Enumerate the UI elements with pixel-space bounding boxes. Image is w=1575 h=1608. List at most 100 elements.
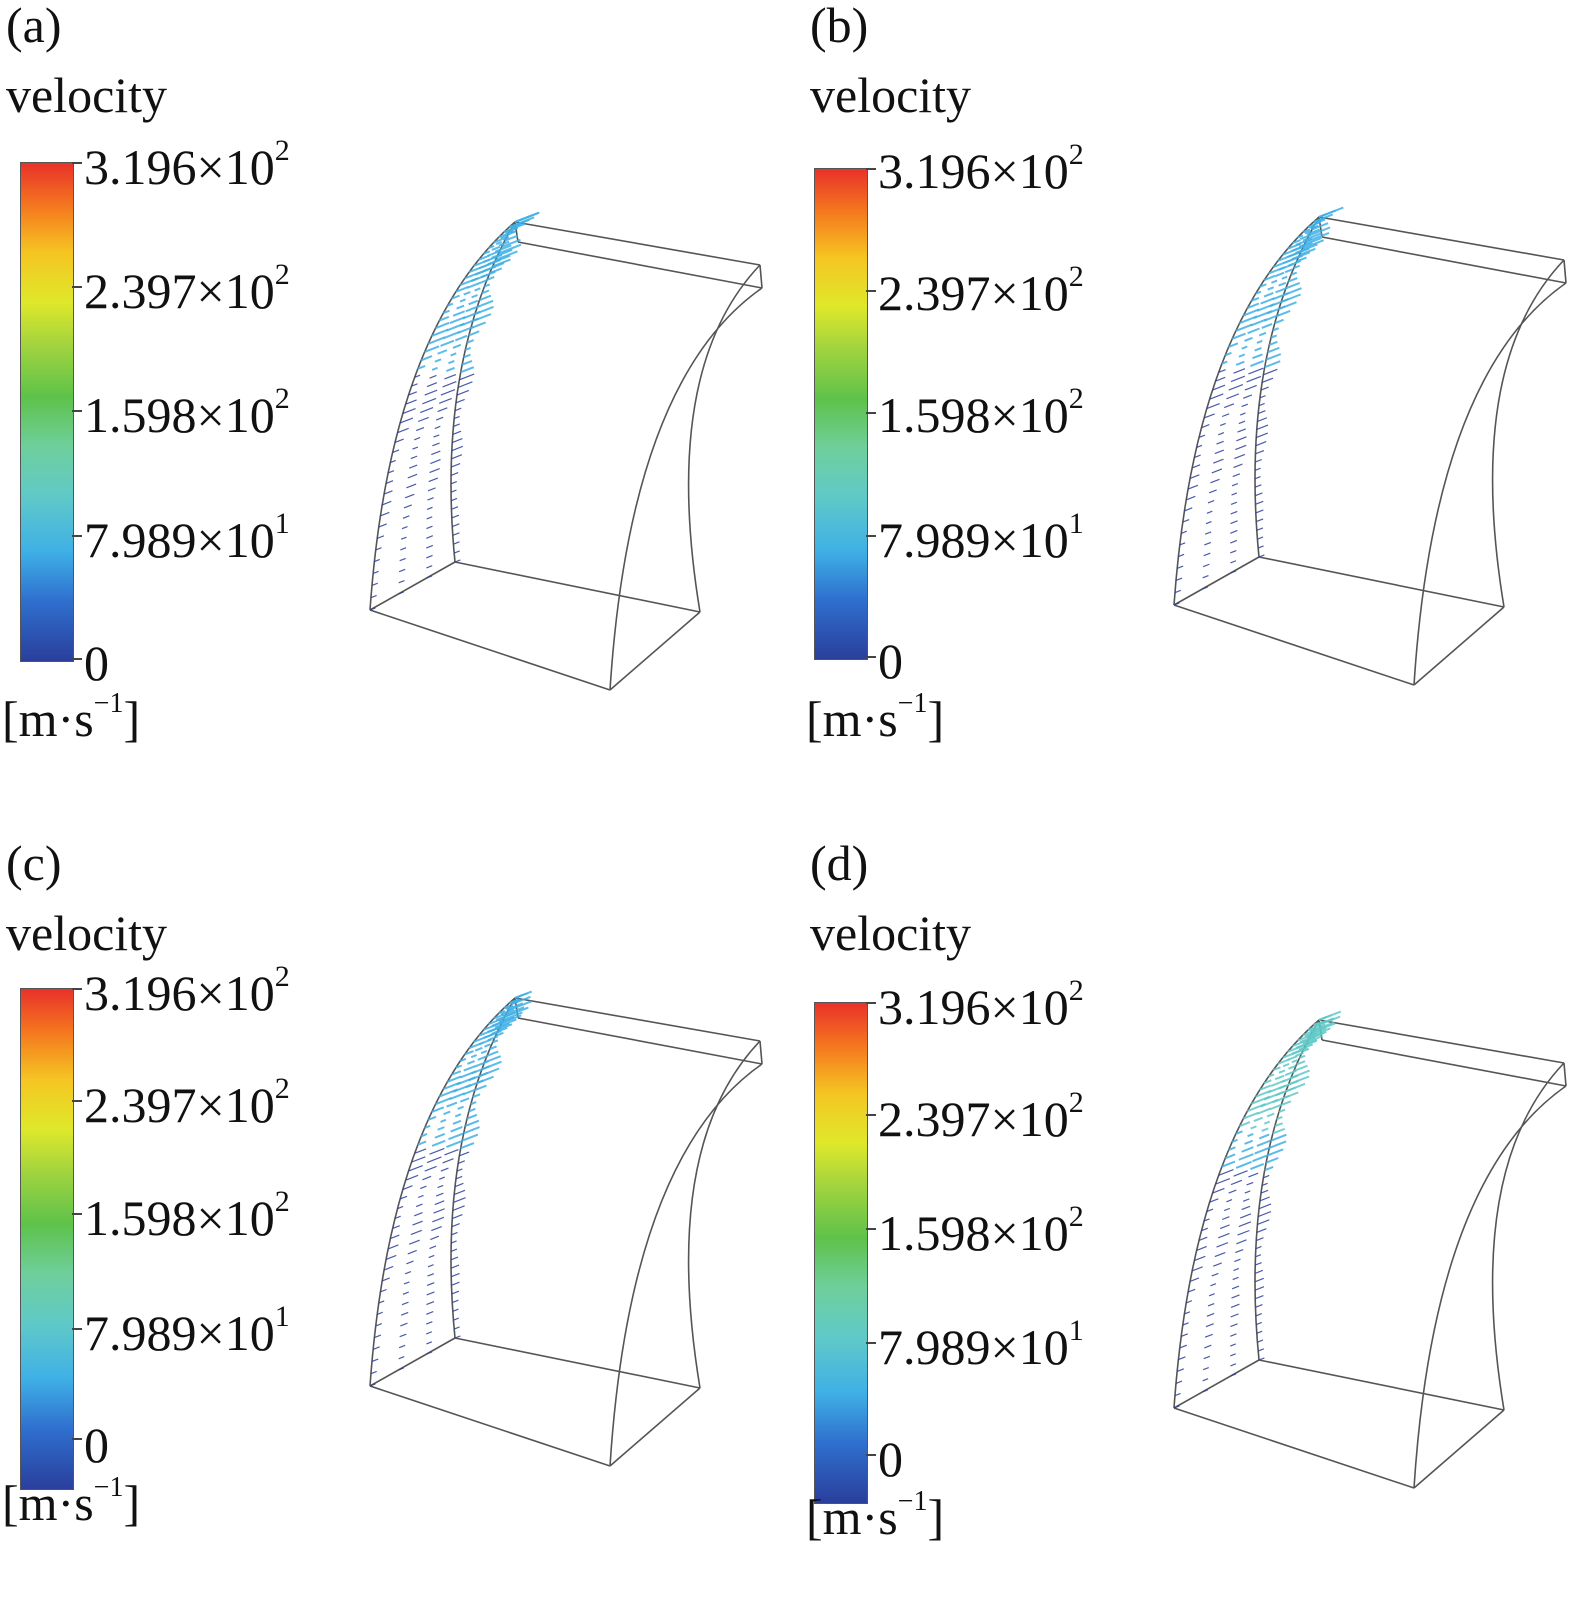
tick xyxy=(866,168,876,170)
velocity-vector xyxy=(1206,510,1213,514)
velocity-vector xyxy=(1209,393,1224,400)
velocity-vector xyxy=(401,525,408,530)
velocity-vector xyxy=(435,1192,444,1197)
velocity-vector xyxy=(1228,1189,1237,1194)
velocity-vector xyxy=(451,1231,458,1236)
velocity-vector xyxy=(452,532,460,536)
velocity-vector xyxy=(1244,336,1253,342)
velocity-vector xyxy=(1311,222,1329,231)
panel-b: (b) velocity 3.196×102 2.397×102 1.598×1… xyxy=(804,0,1575,770)
velocity-vector xyxy=(473,258,491,267)
velocity-vector xyxy=(1267,1148,1284,1157)
tick-label-max: 3.196×102 xyxy=(84,960,290,1021)
velocity-vector xyxy=(1267,286,1275,291)
wireframe-edge xyxy=(1321,1039,1567,1087)
velocity-vector xyxy=(1261,1182,1268,1186)
velocity-vector xyxy=(422,397,437,405)
velocity-vector xyxy=(1235,1160,1253,1169)
velocity-vector xyxy=(406,483,417,489)
velocity-vector xyxy=(1179,542,1186,546)
tick xyxy=(72,988,82,990)
velocity-vector xyxy=(1274,1074,1285,1081)
velocity-vector xyxy=(465,305,480,313)
wireframe-edge xyxy=(517,1017,763,1065)
velocity-vector xyxy=(1268,266,1286,275)
tick xyxy=(866,656,876,658)
velocity-vector xyxy=(460,1142,475,1150)
velocity-vector xyxy=(1185,495,1196,501)
velocity-vector xyxy=(498,1023,513,1031)
velocity-vector xyxy=(429,1147,445,1155)
velocity-vector xyxy=(456,1168,463,1172)
velocity-vector xyxy=(1280,1100,1292,1107)
velocity-vector xyxy=(398,1367,404,1371)
velocity-vector xyxy=(1234,1258,1241,1263)
velocity-vector xyxy=(399,1195,408,1200)
tick xyxy=(866,1454,876,1456)
velocity-vector xyxy=(1315,1015,1341,1028)
velocity-vector xyxy=(1299,247,1316,256)
velocity-vector xyxy=(452,1119,462,1125)
velocity-vector xyxy=(1218,1169,1234,1176)
velocity-vector xyxy=(400,1311,409,1316)
velocity-vector xyxy=(448,1132,464,1141)
panel-label: (c) xyxy=(6,835,62,891)
wireframe-edge xyxy=(687,264,761,613)
velocity-vector xyxy=(1194,1255,1206,1262)
velocity-vector xyxy=(448,360,455,365)
wireframe-edge xyxy=(369,561,456,611)
velocity-vector xyxy=(1318,1010,1342,1021)
velocity-vector xyxy=(470,1054,477,1059)
tick xyxy=(866,1002,876,1004)
velocity-vector xyxy=(424,1124,431,1129)
velocity-vector xyxy=(412,446,419,450)
velocity-vector xyxy=(1203,1355,1211,1360)
velocity-vector xyxy=(1226,393,1240,400)
velocity-vector xyxy=(1288,277,1298,283)
velocity-vector xyxy=(500,1008,515,1016)
velocity-vector xyxy=(1203,552,1211,557)
velocity-vector xyxy=(1174,589,1181,594)
velocity-vector xyxy=(401,1301,409,1306)
velocity-vector xyxy=(1214,449,1225,455)
velocity-vector xyxy=(474,287,481,292)
velocity-vector xyxy=(463,291,471,296)
velocity-vector xyxy=(1226,1198,1233,1203)
velocity-vector xyxy=(1235,1130,1243,1135)
velocity-vector xyxy=(452,1299,459,1304)
velocity-vector xyxy=(1224,1153,1236,1160)
velocity-vector xyxy=(1206,1312,1215,1317)
quantity-label: velocity xyxy=(810,67,972,123)
velocity-vector xyxy=(1246,1103,1266,1113)
velocity-vector xyxy=(424,345,440,353)
velocity-vector xyxy=(459,1070,477,1079)
velocity-vector xyxy=(426,506,433,511)
velocity-vector xyxy=(1255,500,1264,505)
tick-label-4: 7.989×101 xyxy=(878,1314,1084,1375)
tick-label-max: 3.196×102 xyxy=(84,134,290,195)
velocity-vector xyxy=(398,568,406,573)
velocity-vector xyxy=(483,250,491,255)
velocity-vector xyxy=(400,536,407,540)
velocity-vector xyxy=(1299,234,1311,240)
velocity-vector xyxy=(476,299,494,309)
wireframe-edge xyxy=(1254,216,1320,558)
velocity-vector xyxy=(1244,384,1257,391)
velocity-vector xyxy=(1257,545,1264,549)
tick-label-3: 1.598×102 xyxy=(878,382,1084,443)
velocity-vector xyxy=(1272,1127,1286,1135)
velocity-vector xyxy=(452,430,462,436)
velocity-vector xyxy=(450,352,457,357)
velocity-vector xyxy=(1278,1108,1286,1113)
velocity-vector xyxy=(1272,292,1289,301)
wireframe-edge xyxy=(454,561,701,613)
velocity-vector xyxy=(1259,1196,1271,1202)
velocity-vector xyxy=(498,230,515,239)
velocity-vector xyxy=(374,1334,382,1339)
velocity-vector xyxy=(446,366,456,372)
velocity-vector xyxy=(1198,1236,1208,1242)
wireframe-edge xyxy=(1563,1062,1567,1087)
units-label: [m·s−1] xyxy=(806,1486,945,1545)
velocity-vector xyxy=(414,374,421,378)
velocity-vector xyxy=(1173,1405,1180,1409)
